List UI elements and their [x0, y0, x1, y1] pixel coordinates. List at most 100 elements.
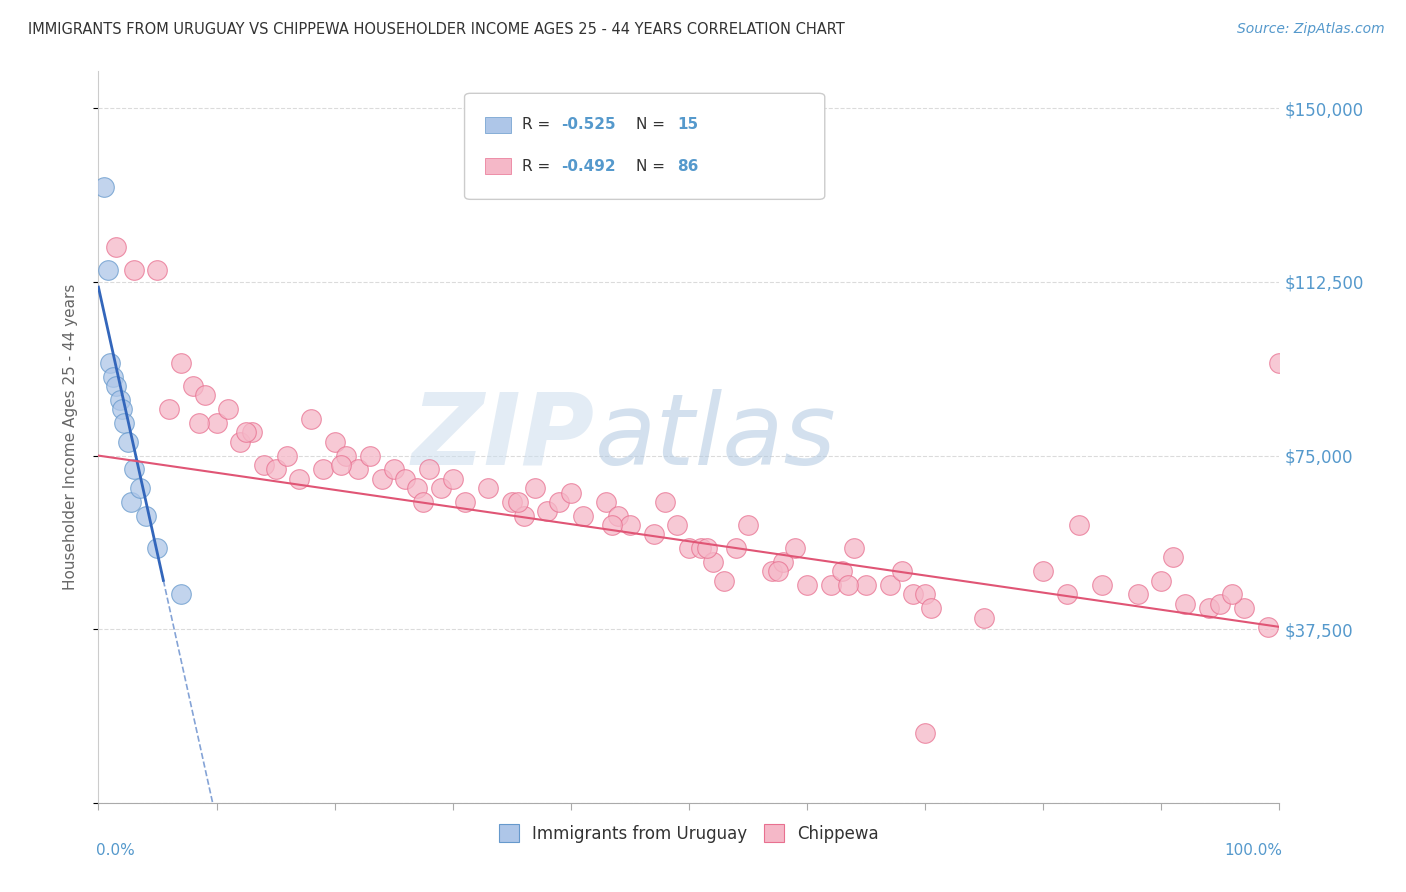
Point	[105, 240, 128, 254]
Point	[501, 495, 523, 509]
Text: ZIP: ZIP	[412, 389, 595, 485]
Point	[1257, 620, 1279, 634]
Point	[607, 508, 630, 523]
Point	[619, 518, 641, 533]
Point	[548, 495, 571, 509]
FancyBboxPatch shape	[485, 117, 510, 133]
Point	[97, 263, 120, 277]
Point	[477, 481, 499, 495]
Point	[170, 587, 193, 601]
Point	[702, 555, 724, 569]
Point	[108, 392, 131, 407]
Point	[512, 508, 534, 523]
Point	[371, 472, 394, 486]
Point	[359, 449, 381, 463]
Point	[323, 434, 346, 449]
Point	[394, 472, 416, 486]
Point	[101, 370, 124, 384]
Point	[235, 425, 257, 440]
Point	[678, 541, 700, 556]
Point	[122, 462, 145, 476]
Point	[654, 495, 676, 509]
Point	[560, 485, 582, 500]
Point	[105, 379, 128, 393]
Point	[112, 416, 135, 430]
Point	[122, 263, 145, 277]
Point	[264, 462, 287, 476]
Point	[135, 508, 157, 523]
Point	[600, 518, 623, 533]
Point	[441, 472, 464, 486]
Point	[725, 541, 748, 556]
Point	[194, 388, 217, 402]
Point	[506, 495, 529, 509]
Point	[406, 481, 429, 495]
Point	[382, 462, 405, 476]
Point	[595, 495, 617, 509]
Point	[914, 726, 936, 740]
Point	[761, 565, 783, 579]
Point	[844, 541, 866, 556]
Point	[1161, 550, 1184, 565]
FancyBboxPatch shape	[464, 94, 825, 200]
Point	[347, 462, 370, 476]
Point	[1126, 587, 1149, 601]
FancyBboxPatch shape	[485, 159, 510, 175]
Point	[643, 527, 665, 541]
Text: -0.492: -0.492	[561, 159, 616, 174]
Text: 0.0%: 0.0%	[96, 843, 135, 858]
Point	[666, 518, 689, 533]
Point	[276, 449, 298, 463]
Point	[93, 180, 115, 194]
Point	[430, 481, 453, 495]
Point	[831, 565, 853, 579]
Point	[772, 555, 794, 569]
Point	[571, 508, 593, 523]
Point	[1032, 565, 1054, 579]
Point	[796, 578, 818, 592]
Point	[187, 416, 209, 430]
Text: R =: R =	[523, 159, 555, 174]
Point	[1091, 578, 1114, 592]
Point	[1174, 597, 1197, 611]
Point	[412, 495, 434, 509]
Point	[914, 587, 936, 601]
Point	[146, 263, 169, 277]
Point	[785, 541, 807, 556]
Text: -0.525: -0.525	[561, 117, 616, 132]
Text: 100.0%: 100.0%	[1223, 843, 1282, 858]
Text: N =: N =	[636, 117, 669, 132]
Point	[536, 504, 558, 518]
Text: N =: N =	[636, 159, 669, 174]
Point	[229, 434, 252, 449]
Point	[288, 472, 311, 486]
Point	[1198, 601, 1220, 615]
Text: 86: 86	[678, 159, 699, 174]
Y-axis label: Householder Income Ages 25 - 44 years: Householder Income Ages 25 - 44 years	[63, 284, 77, 591]
Point	[820, 578, 842, 592]
Point	[837, 578, 859, 592]
Point	[1268, 356, 1291, 370]
Point	[217, 402, 239, 417]
Point	[299, 411, 322, 425]
Point	[98, 356, 121, 370]
Point	[737, 518, 759, 533]
Text: R =: R =	[523, 117, 555, 132]
Point	[111, 402, 134, 417]
Point	[253, 458, 276, 472]
Point	[696, 541, 718, 556]
Point	[1233, 601, 1256, 615]
Point	[117, 434, 139, 449]
Text: IMMIGRANTS FROM URUGUAY VS CHIPPEWA HOUSEHOLDER INCOME AGES 25 - 44 YEARS CORREL: IMMIGRANTS FROM URUGUAY VS CHIPPEWA HOUS…	[28, 22, 845, 37]
Point	[181, 379, 204, 393]
Point	[766, 565, 789, 579]
Point	[128, 481, 150, 495]
Point	[157, 402, 180, 417]
Point	[453, 495, 475, 509]
Point	[1067, 518, 1090, 533]
Point	[920, 601, 942, 615]
Point	[903, 587, 925, 601]
Point	[418, 462, 440, 476]
Point	[170, 356, 193, 370]
Point	[879, 578, 901, 592]
